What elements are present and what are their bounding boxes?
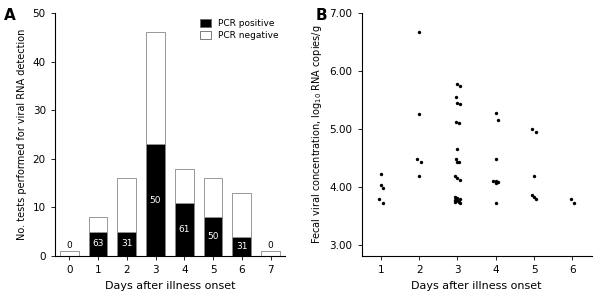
Point: [414, 174, 424, 179]
Text: 50: 50: [207, 232, 219, 241]
Text: 50: 50: [150, 196, 161, 205]
Bar: [232, 193, 251, 237]
Point: [491, 200, 500, 205]
Point: [374, 197, 383, 202]
Point: [569, 200, 579, 205]
Text: 0: 0: [268, 241, 274, 250]
Legend: PCR positive, PCR negative: PCR positive, PCR negative: [198, 17, 280, 42]
Point: [488, 179, 498, 183]
Point: [451, 195, 460, 199]
Point: [491, 110, 500, 115]
X-axis label: Days after illness onset: Days after illness onset: [412, 281, 542, 291]
Point: [376, 172, 386, 176]
Point: [412, 156, 422, 161]
Point: [531, 129, 541, 134]
Bar: [232, 237, 251, 256]
Point: [527, 126, 537, 131]
Point: [455, 84, 464, 89]
Text: 0: 0: [67, 241, 72, 250]
Point: [529, 174, 539, 179]
Bar: [146, 144, 165, 256]
Point: [416, 159, 426, 164]
Bar: [146, 32, 165, 144]
Point: [451, 157, 460, 162]
Point: [455, 120, 464, 125]
Point: [451, 198, 461, 202]
Point: [454, 199, 464, 204]
Point: [455, 102, 464, 107]
Point: [451, 174, 460, 179]
Point: [451, 200, 460, 205]
Bar: [60, 251, 79, 256]
Text: 61: 61: [179, 225, 190, 234]
Y-axis label: No. tests performed for viral RNA detection: No. tests performed for viral RNA detect…: [17, 29, 27, 240]
Point: [491, 179, 500, 183]
X-axis label: Days after illness onset: Days after illness onset: [104, 281, 235, 291]
Bar: [89, 232, 107, 256]
Point: [452, 100, 462, 105]
Point: [455, 159, 464, 164]
Point: [451, 119, 460, 124]
Point: [414, 112, 424, 117]
Point: [493, 180, 503, 184]
Bar: [118, 232, 136, 256]
Point: [529, 195, 539, 199]
Point: [453, 199, 463, 204]
Text: A: A: [4, 8, 16, 23]
Point: [566, 197, 576, 202]
Bar: [118, 178, 136, 232]
Point: [450, 198, 460, 202]
Text: B: B: [316, 8, 327, 23]
Bar: [89, 217, 107, 232]
Point: [414, 30, 424, 34]
Point: [376, 183, 386, 188]
Point: [455, 200, 464, 205]
Point: [451, 94, 460, 99]
Point: [527, 193, 537, 198]
Y-axis label: Fecal viral concentration, log$_{10}$ RNA copies/g: Fecal viral concentration, log$_{10}$ RN…: [310, 25, 324, 244]
Bar: [203, 217, 223, 256]
Text: 31: 31: [121, 239, 133, 248]
Point: [455, 197, 464, 202]
Point: [452, 159, 462, 164]
Point: [531, 197, 541, 202]
Text: 63: 63: [92, 239, 104, 248]
Point: [455, 177, 464, 182]
Point: [452, 196, 462, 201]
Point: [491, 156, 500, 161]
Bar: [175, 203, 194, 256]
Point: [452, 147, 462, 151]
Text: 31: 31: [236, 242, 248, 251]
Bar: [261, 251, 280, 256]
Bar: [203, 178, 223, 217]
Point: [378, 200, 388, 205]
Point: [452, 82, 462, 86]
Point: [493, 118, 502, 122]
Point: [491, 180, 500, 185]
Point: [452, 176, 462, 180]
Point: [378, 185, 388, 190]
Bar: [175, 169, 194, 203]
